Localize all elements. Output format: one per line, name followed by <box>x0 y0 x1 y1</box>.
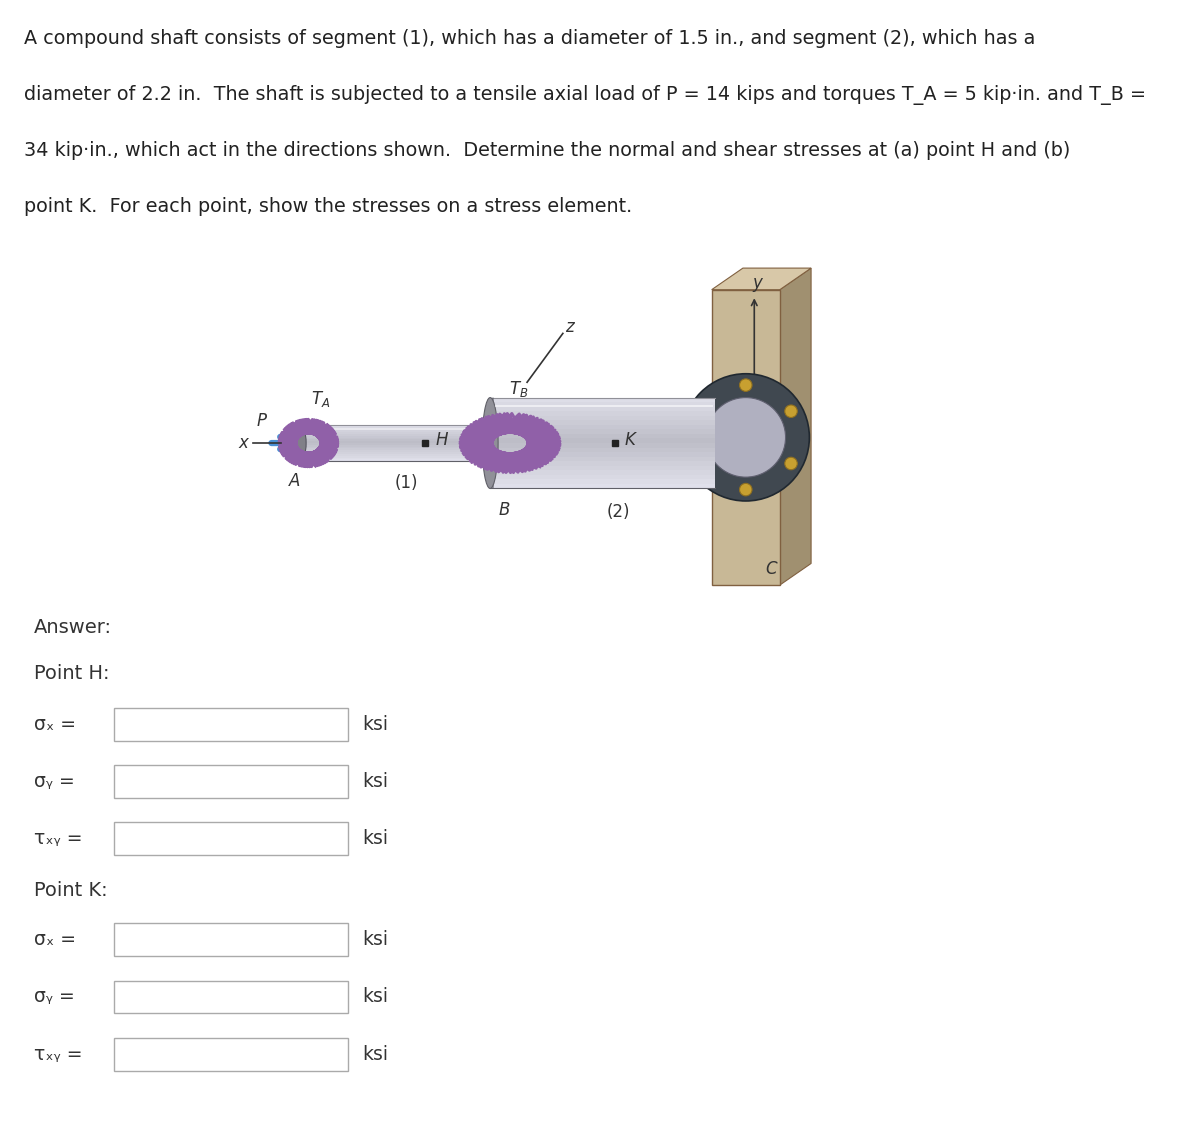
FancyBboxPatch shape <box>114 708 348 741</box>
Text: τₓᵧ =: τₓᵧ = <box>34 829 82 849</box>
Bar <box>490 434 715 438</box>
Text: point K.  For each point, show the stresses on a stress element.: point K. For each point, show the stress… <box>24 197 632 216</box>
Bar <box>490 448 715 452</box>
Bar <box>490 457 715 461</box>
Bar <box>300 436 494 437</box>
Text: σᵧ =: σᵧ = <box>34 987 74 1006</box>
FancyBboxPatch shape <box>114 766 348 797</box>
Text: $T_A$: $T_A$ <box>311 389 330 409</box>
Text: $T_B$: $T_B$ <box>509 379 528 399</box>
Text: C: C <box>766 560 778 578</box>
Bar <box>300 441 494 443</box>
Bar <box>490 407 715 411</box>
Circle shape <box>706 398 786 477</box>
Text: B: B <box>499 501 510 519</box>
Ellipse shape <box>482 398 498 488</box>
Bar <box>300 425 494 427</box>
Bar <box>300 458 494 459</box>
Circle shape <box>695 404 707 418</box>
Text: z: z <box>565 318 574 335</box>
Bar <box>490 438 715 443</box>
Text: (2): (2) <box>606 503 630 521</box>
Bar <box>490 461 715 466</box>
Text: σᵧ =: σᵧ = <box>34 772 74 791</box>
FancyBboxPatch shape <box>114 1038 348 1070</box>
Circle shape <box>695 457 707 470</box>
Text: σₓ =: σₓ = <box>34 715 76 734</box>
Ellipse shape <box>294 425 306 461</box>
Text: A compound shaft consists of segment (1), which has a diameter of 1.5 in., and s: A compound shaft consists of segment (1)… <box>24 28 1036 48</box>
Text: ksi: ksi <box>362 829 389 849</box>
Text: ksi: ksi <box>362 715 389 734</box>
Bar <box>300 450 494 452</box>
Bar <box>300 452 494 454</box>
Bar <box>300 434 494 436</box>
Bar <box>300 445 494 446</box>
Text: P: P <box>257 412 266 431</box>
Text: A: A <box>288 473 300 490</box>
Bar <box>490 402 715 407</box>
Text: Point H:: Point H: <box>34 665 109 684</box>
Bar <box>300 427 494 428</box>
Bar <box>490 470 715 475</box>
Text: ksi: ksi <box>362 1045 389 1063</box>
Bar <box>300 449 494 450</box>
Bar <box>490 475 715 479</box>
Circle shape <box>682 374 809 501</box>
Text: y: y <box>752 274 763 292</box>
Text: ksi: ksi <box>362 772 389 791</box>
Text: σₓ =: σₓ = <box>34 930 76 950</box>
Text: Answer:: Answer: <box>34 618 112 637</box>
Text: diameter of 2.2 in.  The shaft is subjected to a tensile axial load of P = 14 ki: diameter of 2.2 in. The shaft is subject… <box>24 85 1146 105</box>
Text: ksi: ksi <box>362 987 389 1006</box>
Bar <box>300 437 494 440</box>
Bar <box>300 428 494 431</box>
Bar <box>490 429 715 434</box>
Bar <box>490 420 715 425</box>
Text: x: x <box>239 434 248 452</box>
Bar <box>300 446 494 449</box>
Bar <box>712 290 780 585</box>
Polygon shape <box>712 268 811 290</box>
Text: τₓᵧ =: τₓᵧ = <box>34 1045 82 1063</box>
Bar <box>490 466 715 470</box>
Bar <box>300 443 494 445</box>
Bar <box>300 440 494 441</box>
Text: K: K <box>624 432 635 449</box>
Text: Point K:: Point K: <box>34 880 107 900</box>
Bar <box>490 484 715 488</box>
Bar <box>490 452 715 457</box>
Bar <box>490 479 715 484</box>
Bar <box>490 411 715 416</box>
Bar <box>300 454 494 456</box>
Bar <box>490 425 715 429</box>
Bar <box>490 443 715 448</box>
Text: ksi: ksi <box>362 930 389 950</box>
Text: H: H <box>436 432 448 449</box>
FancyBboxPatch shape <box>114 822 348 855</box>
Polygon shape <box>780 268 811 585</box>
Text: 34 kip·in., which act in the directions shown.  Determine the normal and shear s: 34 kip·in., which act in the directions … <box>24 141 1070 160</box>
Bar <box>300 456 494 458</box>
FancyBboxPatch shape <box>114 980 348 1013</box>
Bar <box>300 431 494 432</box>
Bar <box>490 416 715 420</box>
Circle shape <box>739 378 752 391</box>
Circle shape <box>785 457 797 470</box>
Bar <box>300 432 494 434</box>
Text: (1): (1) <box>395 474 418 492</box>
Circle shape <box>785 404 797 418</box>
FancyBboxPatch shape <box>114 924 348 957</box>
Circle shape <box>739 483 752 495</box>
Bar <box>300 459 494 461</box>
Bar <box>490 398 715 402</box>
